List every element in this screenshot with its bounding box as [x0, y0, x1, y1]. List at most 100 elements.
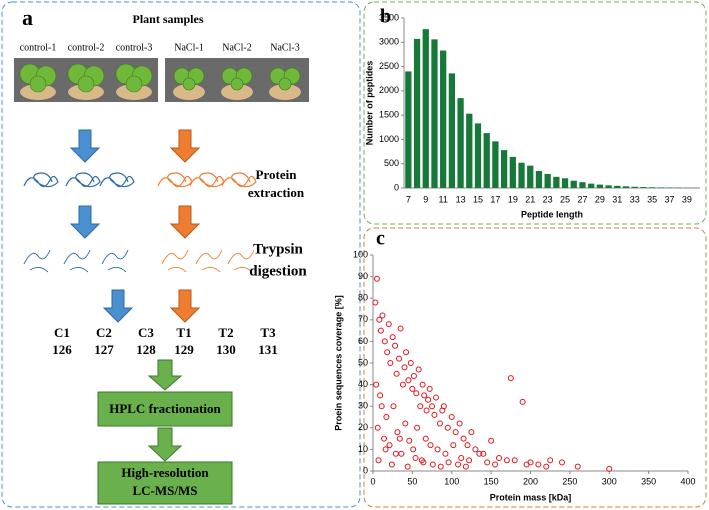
- point: [389, 334, 396, 341]
- x-tick-label: 39: [682, 194, 692, 204]
- process-box: [97, 461, 233, 505]
- point: [419, 381, 426, 388]
- point: [397, 325, 404, 332]
- x-tick-label: 300: [602, 476, 617, 486]
- bar: [474, 123, 482, 188]
- y-tick-label: 80: [358, 293, 368, 303]
- point: [374, 424, 381, 431]
- sample-label: NaCl-3: [270, 42, 299, 53]
- point: [401, 364, 408, 371]
- panel-c-frame: [363, 227, 707, 508]
- point: [511, 457, 518, 464]
- bar: [640, 187, 647, 188]
- panel-a-frame: [1, 1, 361, 508]
- x-tick-label: 11: [439, 194, 448, 204]
- panel-label: b: [380, 6, 391, 28]
- point: [381, 338, 388, 345]
- y-tick-label: 1500: [379, 110, 399, 120]
- point: [434, 446, 441, 453]
- point: [466, 457, 473, 464]
- point: [484, 459, 491, 466]
- point: [440, 403, 447, 410]
- channel-number: 127: [94, 342, 114, 357]
- y-tick-label: 30: [358, 401, 368, 411]
- point: [448, 414, 455, 420]
- point: [392, 342, 399, 349]
- panel-title: Plant samples: [132, 12, 203, 26]
- point: [388, 461, 395, 468]
- bar: [535, 171, 543, 188]
- point: [462, 463, 469, 470]
- bar: [509, 156, 516, 188]
- bar: [648, 187, 656, 188]
- sample-label: NaCl-2: [222, 42, 251, 53]
- point: [437, 463, 444, 470]
- point: [382, 446, 389, 453]
- point: [373, 275, 380, 282]
- point: [396, 435, 403, 442]
- x-tick-label: 23: [543, 194, 553, 204]
- channel-number: 128: [136, 342, 156, 357]
- x-tick-label: 13: [456, 194, 466, 204]
- point: [496, 455, 502, 462]
- bar: [457, 98, 464, 188]
- point: [385, 321, 392, 328]
- point: [410, 446, 417, 453]
- point: [407, 360, 414, 366]
- point: [403, 349, 410, 356]
- process-label: High-resolution: [121, 465, 209, 480]
- protein-tangles: [23, 172, 257, 188]
- bar: [657, 187, 664, 188]
- step-label: Trypsin: [253, 241, 303, 257]
- bar: [605, 185, 612, 188]
- bar: [588, 183, 595, 188]
- point: [372, 299, 379, 306]
- y-axis-title: Number of peptides: [364, 61, 374, 146]
- x-tick-label: 50: [407, 476, 417, 486]
- y-tick-label: 1000: [379, 134, 399, 144]
- point: [519, 398, 526, 405]
- point: [405, 377, 412, 384]
- x-tick-label: 19: [508, 194, 518, 204]
- point: [455, 461, 462, 468]
- peptide-fragments: [23, 249, 255, 273]
- bar: [483, 133, 490, 188]
- y-tick-label: 40: [358, 379, 368, 389]
- point: [393, 370, 400, 377]
- x-tick-label: 37: [665, 194, 675, 204]
- y-tick-label: 10: [358, 444, 368, 454]
- x-tick-label: 200: [523, 476, 538, 486]
- point: [387, 360, 394, 366]
- x-tick-label: 250: [562, 476, 577, 486]
- x-tick-label: 33: [630, 194, 640, 204]
- point: [543, 463, 550, 470]
- y-tick-label: 0: [394, 182, 399, 192]
- point: [523, 461, 530, 468]
- y-tick-label: 100: [353, 249, 368, 259]
- x-tick-label: 15: [473, 194, 483, 204]
- point: [458, 455, 465, 462]
- point: [476, 450, 483, 457]
- y-tick-label: 90: [358, 271, 368, 281]
- point: [460, 435, 467, 442]
- bar: [544, 173, 551, 188]
- point: [377, 327, 384, 334]
- bar: [596, 184, 604, 188]
- point: [480, 450, 487, 457]
- point: [559, 459, 565, 466]
- bar: [622, 186, 630, 188]
- channel-name: T2: [218, 325, 233, 340]
- point: [423, 407, 430, 414]
- x-tick-label: 0: [370, 476, 375, 486]
- panel-label: a: [22, 5, 33, 30]
- point: [394, 429, 401, 436]
- y-tick-label: 500: [384, 158, 399, 168]
- channel-name: C1: [54, 325, 70, 340]
- x-tick-label: 25: [560, 194, 570, 204]
- point: [535, 461, 542, 468]
- bar: [440, 50, 447, 188]
- process-label: HPLC fractionation: [109, 401, 221, 416]
- point: [450, 442, 457, 449]
- point: [406, 437, 413, 444]
